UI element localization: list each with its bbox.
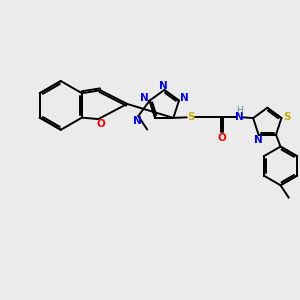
Text: N: N — [254, 135, 262, 145]
Text: N: N — [159, 80, 168, 91]
Text: N: N — [140, 93, 149, 103]
Text: N: N — [235, 112, 243, 122]
Text: N: N — [180, 93, 188, 103]
Text: H: H — [236, 106, 242, 115]
Text: S: S — [187, 112, 194, 122]
Text: O: O — [96, 119, 105, 129]
Text: O: O — [218, 133, 226, 143]
Text: N: N — [133, 116, 142, 126]
Text: S: S — [283, 112, 290, 122]
